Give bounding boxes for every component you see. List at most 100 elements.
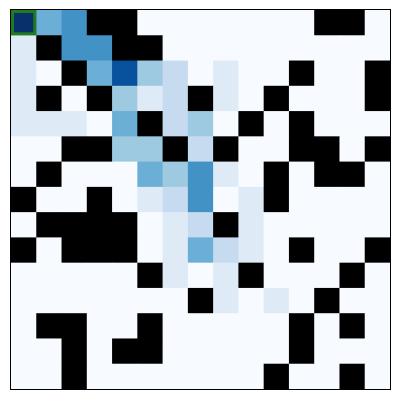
wall-cell	[314, 10, 341, 36]
floor-cell	[213, 186, 239, 213]
floor-cell	[11, 35, 37, 62]
wall-cell	[314, 287, 341, 314]
floor-cell	[263, 35, 290, 62]
floor-cell	[263, 262, 290, 289]
floor-cell	[288, 363, 315, 389]
floor-cell	[339, 35, 366, 62]
wall-cell	[61, 136, 88, 163]
floor-cell	[112, 60, 138, 87]
wall-cell	[137, 338, 164, 365]
wall-cell	[11, 186, 37, 213]
floor-cell	[11, 85, 37, 112]
floor-cell	[137, 85, 164, 112]
floor-cell	[238, 161, 265, 188]
floor-cell	[162, 287, 189, 314]
floor-cell	[36, 186, 63, 213]
wall-cell	[112, 35, 138, 62]
floor-cell	[263, 237, 290, 264]
floor-cell	[339, 186, 366, 213]
floor-cell	[137, 10, 164, 36]
floor-cell	[288, 262, 315, 289]
floor-cell	[112, 262, 138, 289]
floor-cell	[86, 60, 113, 87]
wall-cell	[339, 161, 366, 188]
floor-cell	[314, 237, 341, 264]
floor-cell	[288, 186, 315, 213]
floor-cell	[137, 161, 164, 188]
floor-cell	[339, 136, 366, 163]
floor-cell	[238, 35, 265, 62]
wall-cell	[263, 85, 290, 112]
wall-cell	[137, 111, 164, 137]
wall-cell	[112, 237, 138, 264]
floor-cell	[162, 10, 189, 36]
floor-cell	[36, 363, 63, 389]
floor-cell	[213, 111, 239, 137]
floor-cell	[36, 10, 63, 36]
wall-cell	[288, 111, 315, 137]
floor-cell	[112, 313, 138, 340]
floor-cell	[11, 161, 37, 188]
floor-cell	[213, 35, 239, 62]
floor-cell	[36, 136, 63, 163]
floor-cell	[61, 85, 88, 112]
wall-cell	[213, 212, 239, 238]
floor-cell	[364, 313, 390, 340]
floor-cell	[187, 237, 214, 264]
wall-cell	[288, 136, 315, 163]
floor-cell	[112, 111, 138, 137]
floor-cell	[187, 338, 214, 365]
floor-cell	[36, 287, 63, 314]
floor-cell	[86, 111, 113, 137]
floor-cell	[137, 136, 164, 163]
floor-cell	[314, 35, 341, 62]
floor-cell	[213, 10, 239, 36]
floor-cell	[187, 212, 214, 238]
floor-cell	[187, 60, 214, 87]
floor-cell	[162, 186, 189, 213]
floor-cell	[238, 85, 265, 112]
floor-cell	[238, 186, 265, 213]
wall-cell	[288, 338, 315, 365]
floor-cell	[288, 161, 315, 188]
floor-cell	[339, 60, 366, 87]
wall-cell	[61, 212, 88, 238]
floor-cell	[364, 35, 390, 62]
floor-cell	[61, 111, 88, 137]
wall-cell	[263, 363, 290, 389]
floor-cell	[339, 338, 366, 365]
floor-cell	[288, 212, 315, 238]
floor-cell	[137, 60, 164, 87]
floor-cell	[314, 212, 341, 238]
wall-cell	[364, 85, 390, 112]
wall-cell	[61, 338, 88, 365]
floor-cell	[263, 136, 290, 163]
wall-cell	[263, 186, 290, 213]
floor-cell	[263, 60, 290, 87]
floor-cell	[112, 161, 138, 188]
wall-cell	[86, 136, 113, 163]
floor-cell	[11, 338, 37, 365]
floor-cell	[162, 60, 189, 87]
floor-cell	[187, 35, 214, 62]
floor-cell	[86, 313, 113, 340]
wall-cell	[61, 60, 88, 87]
wall-cell	[86, 10, 113, 36]
floor-cell	[339, 212, 366, 238]
wall-cell	[238, 262, 265, 289]
floor-cell	[238, 363, 265, 389]
floor-cell	[213, 262, 239, 289]
wall-cell	[288, 237, 315, 264]
floor-cell	[187, 10, 214, 36]
floor-cell	[137, 363, 164, 389]
floor-cell	[61, 262, 88, 289]
wall-cell	[187, 85, 214, 112]
floor-cell	[364, 212, 390, 238]
floor-cell	[263, 313, 290, 340]
floor-cell	[162, 161, 189, 188]
floor-cell	[263, 212, 290, 238]
floor-cell	[61, 35, 88, 62]
floor-cell	[238, 60, 265, 87]
floor-cell	[86, 161, 113, 188]
wall-cell	[288, 60, 315, 87]
